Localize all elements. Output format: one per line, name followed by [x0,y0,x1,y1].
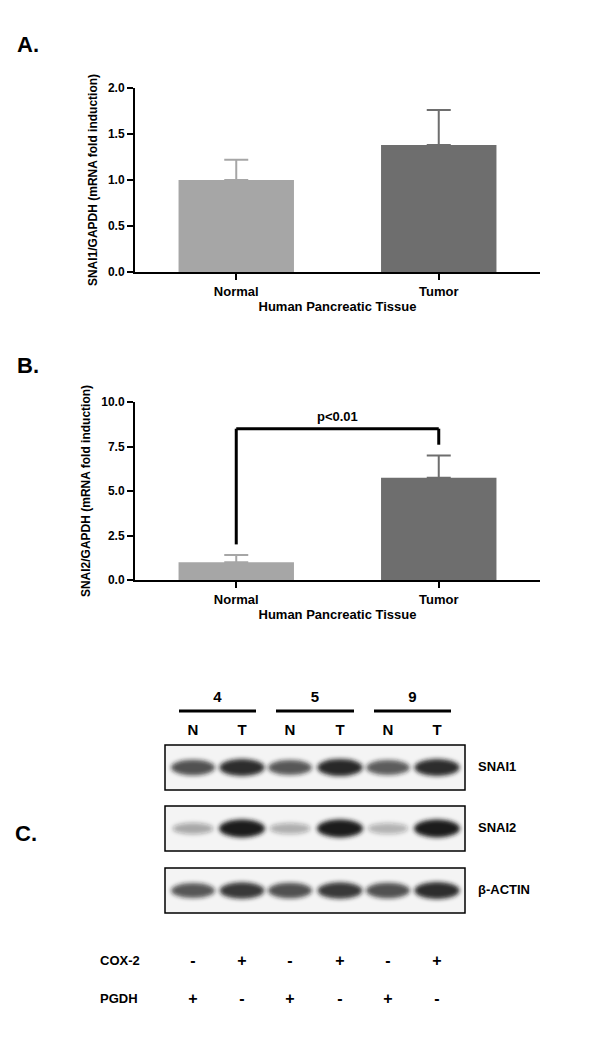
svg-text:7.5: 7.5 [108,440,125,454]
svg-text:4: 4 [213,688,222,705]
svg-text:10.0: 10.0 [101,395,125,409]
svg-text:+: + [383,990,392,1007]
svg-text:Tumor: Tumor [419,284,458,299]
svg-text:SNAI2: SNAI2 [478,820,516,835]
svg-text:0.0: 0.0 [108,573,125,587]
svg-text:Normal: Normal [214,592,259,607]
svg-text:A.: A. [17,32,39,57]
svg-text:+: + [285,990,294,1007]
svg-text:Tumor: Tumor [419,592,458,607]
svg-text:+: + [237,952,246,969]
svg-text:C.: C. [15,821,37,846]
svg-text:N: N [188,721,199,738]
svg-text:0.0: 0.0 [108,265,125,279]
svg-text:1.0: 1.0 [108,173,125,187]
svg-text:N: N [285,721,296,738]
svg-text:0.5: 0.5 [108,219,125,233]
svg-text:-: - [385,952,390,969]
svg-text:-: - [434,990,439,1007]
svg-text:Human Pancreatic Tissue: Human Pancreatic Tissue [259,607,417,622]
svg-text:N: N [383,721,394,738]
svg-text:-: - [190,952,195,969]
svg-text:9: 9 [408,688,416,705]
svg-text:1.5: 1.5 [108,127,125,141]
svg-text:SNAI1: SNAI1 [478,759,516,774]
svg-text:-: - [239,990,244,1007]
svg-text:+: + [432,952,441,969]
svg-text:+: + [188,990,197,1007]
svg-text:T: T [237,721,246,738]
svg-text:2.0: 2.0 [108,81,125,95]
svg-text:5.0: 5.0 [108,484,125,498]
svg-text:B.: B. [17,353,39,378]
svg-text:2.5: 2.5 [108,529,125,543]
svg-text:-: - [287,952,292,969]
svg-text:COX-2: COX-2 [100,953,140,968]
svg-text:5: 5 [311,688,319,705]
svg-text:+: + [335,952,344,969]
svg-text:SNAI1/GAPDH (mRNA fold inducti: SNAI1/GAPDH (mRNA fold induction) [86,74,100,286]
svg-text:β-ACTIN: β-ACTIN [478,882,530,897]
svg-text:p<0.01: p<0.01 [317,409,358,424]
svg-text:PGDH: PGDH [100,991,138,1006]
svg-text:T: T [335,721,344,738]
svg-text:-: - [337,990,342,1007]
svg-text:Normal: Normal [214,284,259,299]
svg-text:SNAI2/GAPDH (mRNA fold inducti: SNAI2/GAPDH (mRNA fold induction) [79,385,93,597]
svg-text:T: T [432,721,441,738]
svg-text:Human Pancreatic Tissue: Human Pancreatic Tissue [259,299,417,314]
